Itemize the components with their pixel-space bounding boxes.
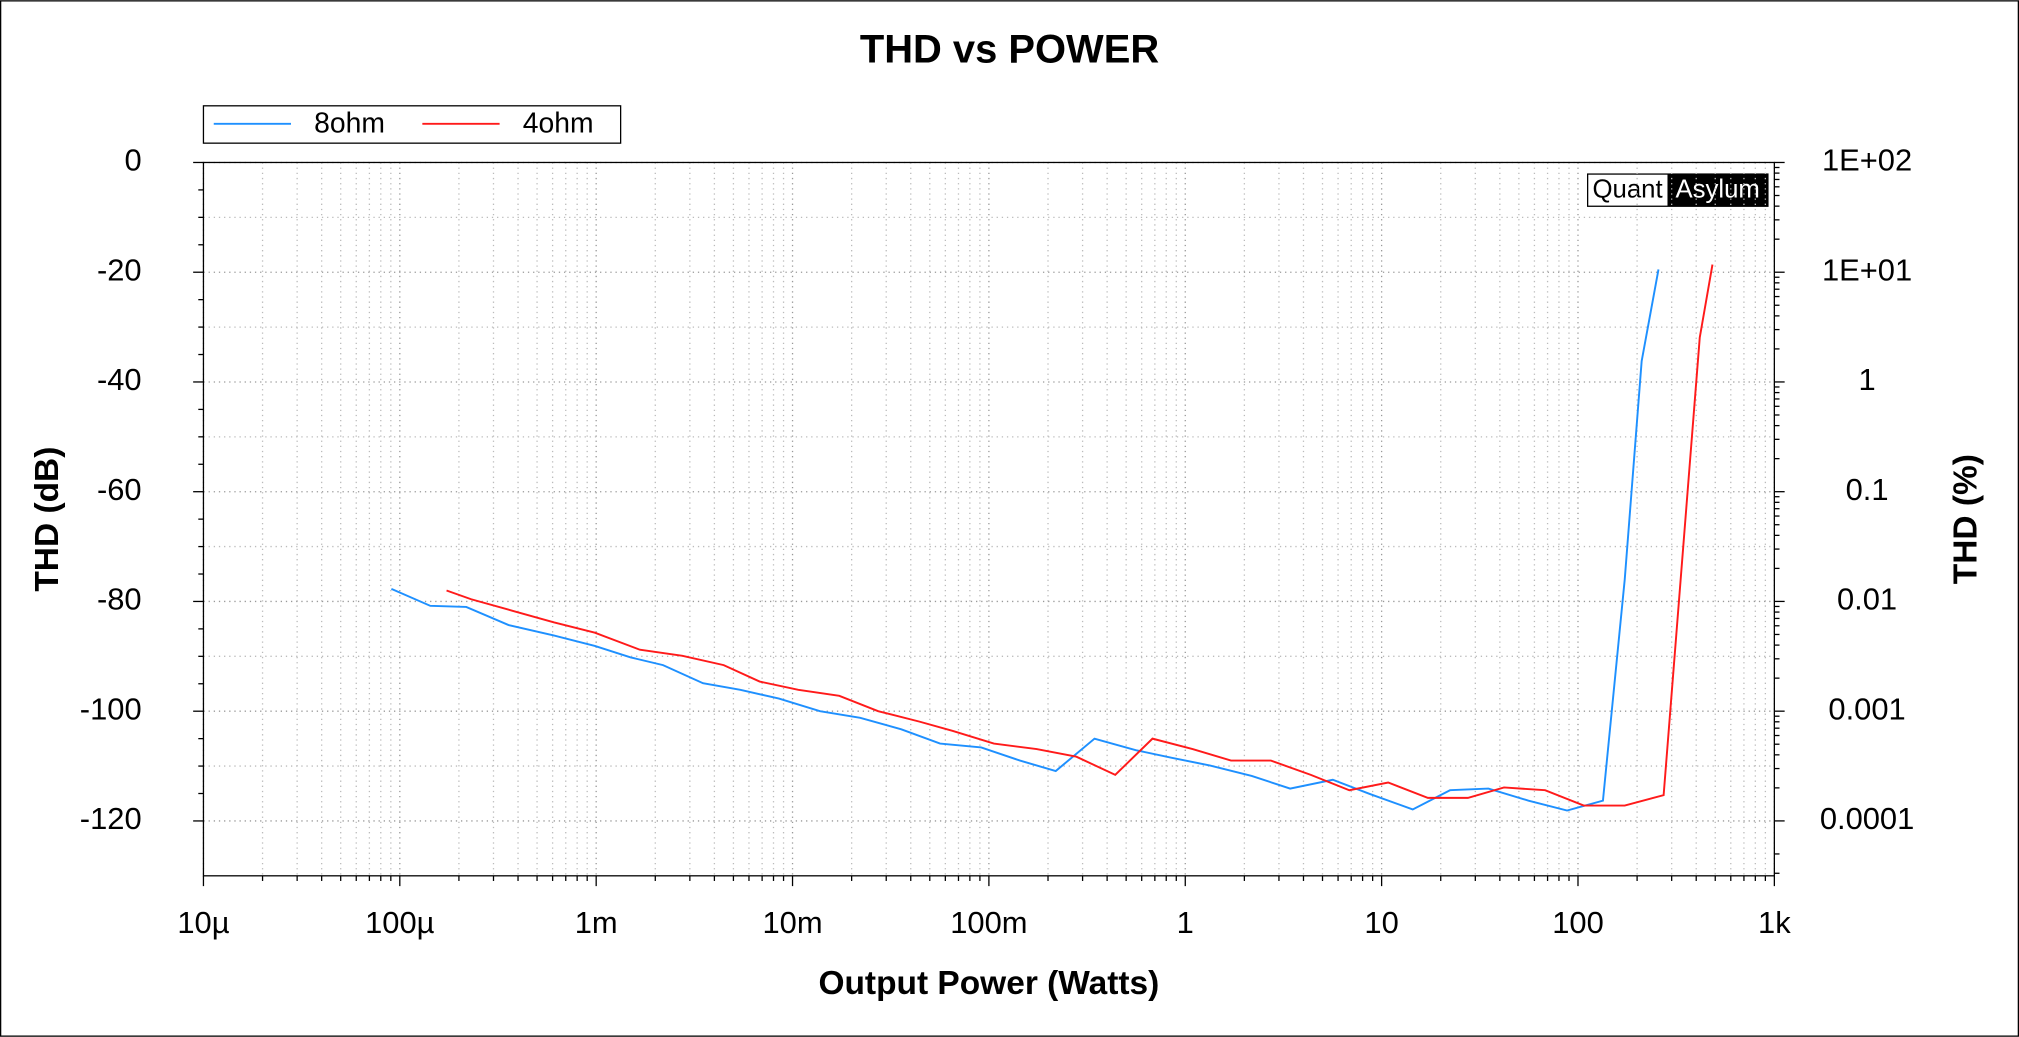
- x-tick-label: 1k: [1758, 905, 1791, 940]
- y2-axis-label: THD (%): [1947, 454, 1984, 584]
- x-tick-label: 1: [1177, 905, 1194, 940]
- y2-tick-label: 1E+02: [1822, 143, 1912, 178]
- y2-tick-label: 0.01: [1837, 582, 1897, 617]
- legend-label: 8ohm: [314, 108, 385, 140]
- y-tick-label: -120: [80, 801, 142, 836]
- y2-tick-label: 1: [1858, 362, 1875, 397]
- chart-title: THD vs POWER: [860, 27, 1159, 71]
- brand-text: Quant: [1592, 176, 1662, 204]
- y-tick-label: -40: [97, 362, 142, 397]
- x-tick-label: 10: [1364, 905, 1398, 940]
- y-tick-label: -60: [97, 472, 142, 507]
- y-axis-label: THD (dB): [29, 447, 66, 592]
- x-axis-label: Output Power (Watts): [818, 965, 1159, 1002]
- y-tick-label: 0: [124, 143, 141, 178]
- brand-text: Asylum: [1675, 176, 1759, 204]
- series-line: [446, 264, 1714, 807]
- x-tick-label: 10m: [762, 905, 822, 940]
- plot-area: [202, 161, 1775, 877]
- y2-tick-label: 0.0001: [1820, 801, 1914, 836]
- x-tick-label: 100: [1552, 905, 1604, 940]
- y2-tick-label: 0.001: [1828, 691, 1905, 726]
- brand-box-dark: [1667, 174, 1768, 207]
- y2-tick-label: 1E+01: [1822, 252, 1912, 287]
- x-tick-label: 100µ: [365, 905, 435, 940]
- x-tick-label: 1m: [575, 905, 618, 940]
- x-tick-label: 100m: [950, 905, 1027, 940]
- legend-label: 4ohm: [523, 108, 594, 140]
- y-tick-label: -20: [97, 252, 142, 287]
- series-line: [391, 269, 1660, 812]
- x-tick-label: 10µ: [177, 905, 229, 940]
- y2-tick-label: 0.1: [1846, 472, 1889, 507]
- y-tick-label: -80: [97, 582, 142, 617]
- y-tick-label: -100: [80, 691, 142, 726]
